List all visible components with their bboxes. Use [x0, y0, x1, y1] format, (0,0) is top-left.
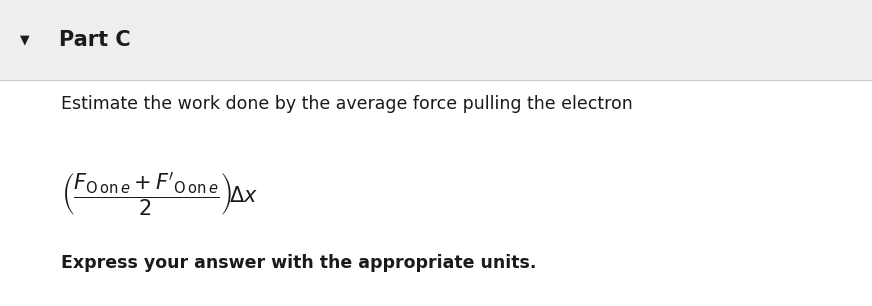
- Text: Part C: Part C: [59, 30, 131, 50]
- Bar: [0, 0, 872, 80]
- Text: ▼: ▼: [19, 33, 30, 46]
- Text: Express your answer with the appropriate units.: Express your answer with the appropriate…: [61, 254, 536, 272]
- Text: Estimate the work done by the average force pulling the electron: Estimate the work done by the average fo…: [61, 95, 633, 113]
- Bar: [0, 80, 872, 306]
- Text: $\left(\dfrac{F_{\rm O\,on\,\mathit{e}} + F'_{\rm O\,on\,\mathit{e}}}{2}\right)\: $\left(\dfrac{F_{\rm O\,on\,\mathit{e}} …: [61, 171, 258, 219]
